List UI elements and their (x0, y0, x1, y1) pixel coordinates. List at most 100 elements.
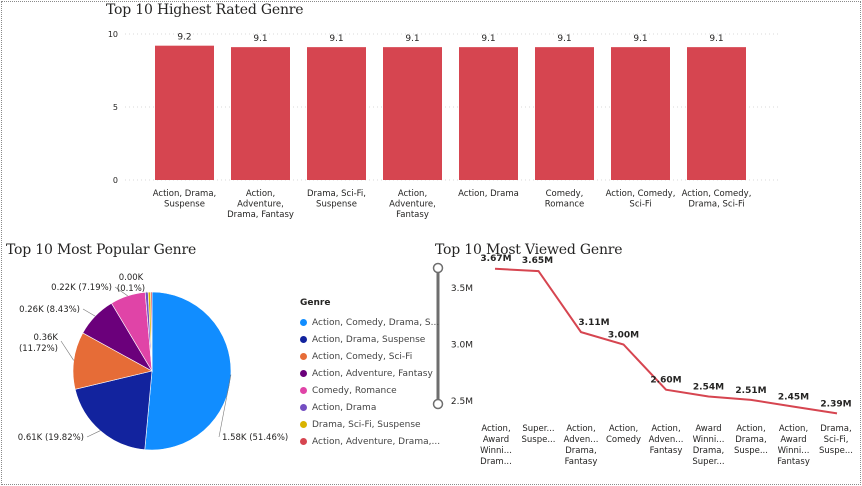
bar-data-label: 9.1 (405, 34, 419, 44)
most-viewed-title: Top 10 Most Viewed Genre (435, 242, 623, 258)
legend-dot-icon (300, 438, 307, 445)
line-category-label: Action, (779, 424, 808, 434)
bar-category-label: Action, Comedy, (606, 189, 676, 199)
bar-5 (459, 47, 518, 180)
line-category-label: Super... (692, 457, 724, 467)
legend-item[interactable]: Drama, Sci-Fi, Suspense (300, 416, 440, 433)
legend-item-label: Drama, Sci-Fi, Suspense (312, 419, 421, 430)
legend-item-label: Action, Adventure, Fantasy (312, 368, 433, 379)
pie-data-label: 0.00K (119, 273, 144, 283)
legend-item[interactable]: Action, Drama (300, 399, 440, 416)
bar-4 (383, 47, 442, 180)
pie-leader-line (60, 340, 74, 361)
bar-category-label: Comedy, (546, 189, 584, 199)
line-category-label: Action, (651, 424, 680, 434)
bar-y-tick-label: 10 (108, 30, 118, 39)
line-category-label: Drama, (820, 424, 851, 434)
bar-category-label: Drama, Fantasy (227, 210, 294, 220)
line-category-label: Action, (566, 424, 595, 434)
legend-item-label: Action, Drama (312, 402, 377, 413)
bar-3 (307, 47, 366, 180)
bar-category-label: Sci-Fi (629, 200, 651, 210)
pie-data-label: 0.22K (7.19%) (51, 283, 112, 293)
legend-item[interactable]: Action, Comedy, Drama, S... (300, 314, 440, 331)
bar-data-label: 9.1 (557, 34, 571, 44)
legend-item[interactable]: Action, Adventure, Fantasy (300, 365, 440, 382)
line-category-label: Comedy (606, 435, 641, 445)
zoom-slider-top-handle[interactable] (432, 262, 444, 274)
bar-category-label: Action, Drama (458, 189, 519, 199)
bar-data-label: 9.1 (253, 34, 267, 44)
legend-item-label: Action, Drama, Suspense (312, 334, 426, 345)
line-y-tick-label: 3.5M (451, 284, 473, 294)
bar-category-label: Adventure, (237, 200, 284, 210)
bar-data-label: 9.1 (633, 34, 647, 44)
legend-item[interactable]: Comedy, Romance (300, 382, 440, 399)
line-series (494, 267, 838, 415)
bar-category-label: Fantasy (396, 210, 429, 220)
legend-item-label: Action, Adventure, Drama,... (312, 436, 441, 447)
line-category-label: Action, (736, 424, 765, 434)
line-data-label: 2.45M (778, 393, 809, 403)
bar-category-label: Romance (545, 200, 585, 210)
bar-category-label: Suspense (164, 200, 205, 210)
bar-category-label: Drama, Sci-Fi, (307, 189, 366, 199)
pie-data-label: 0.36K (34, 333, 59, 343)
line-category-label: Fantasy (565, 457, 598, 467)
bar-data-label: 9.2 (177, 33, 191, 43)
line-category-label: Action, (481, 424, 510, 434)
legend-dot-icon (300, 319, 307, 326)
top-rated-title: Top 10 Highest Rated Genre (106, 2, 304, 18)
legend-dot-icon (300, 336, 307, 343)
legend-item[interactable]: Action, Adventure, Drama,... (300, 433, 440, 450)
bar-category-label: Suspense (316, 200, 357, 210)
line-category-label: Award (695, 424, 721, 434)
pie-leader-line (82, 308, 96, 317)
line-category-label: Drama, (735, 435, 766, 445)
line-data-label: 3.67M (480, 254, 511, 264)
line-category-label: Winni... (480, 446, 512, 456)
legend-dot-icon (300, 353, 307, 360)
bar-category-label: Drama, Sci-Fi (688, 200, 744, 210)
zoom-slider-bottom-handle[interactable] (432, 398, 444, 410)
pie-leader-line (218, 374, 232, 438)
legend-items: Action, Comedy, Drama, S... Action, Drama… (300, 314, 440, 450)
line-category-label: Suspe... (522, 435, 556, 445)
pie-data-label: 0.61K (19.82%) (18, 433, 84, 443)
line-category-label: Dram... (480, 457, 512, 467)
pie-data-label: (11.72%) (19, 344, 58, 354)
legend-item[interactable]: Action, Comedy, Sci-Fi (300, 348, 440, 365)
bar-data-label: 9.1 (481, 34, 495, 44)
pie-data-label: 1.58K (51.46%) (222, 433, 288, 443)
line-y-tick-label: 3.0M (451, 341, 473, 351)
bar-7 (611, 47, 670, 180)
bar-category-label: Adventure, (389, 200, 436, 210)
line-data-label: 2.60M (650, 376, 681, 386)
bar-category-label: Action, Drama, (153, 189, 216, 199)
line-category-label: Award (483, 435, 509, 445)
line-data-label: 2.51M (735, 386, 766, 396)
line-y-tick-label: 2.5M (451, 397, 473, 407)
legend-item[interactable]: Action, Drama, Suspense (300, 331, 440, 348)
line-data-label: 2.39M (820, 399, 851, 409)
bar-6 (535, 47, 594, 180)
legend-dot-icon (300, 387, 307, 394)
line-data-label: 3.00M (608, 331, 639, 341)
pie-leader-line (86, 430, 101, 438)
line-category-label: Drama, (565, 446, 596, 456)
bar-data-label: 9.1 (709, 34, 723, 44)
line-data-label: 3.65M (522, 256, 553, 266)
line-data-label: 3.11M (578, 318, 609, 328)
bar-y-tick-label: 5 (113, 103, 118, 112)
legend-dot-icon (300, 370, 307, 377)
line-category-label: Suspe... (734, 446, 768, 456)
line-category-label: Drama, (693, 446, 724, 456)
bar-8 (687, 47, 746, 180)
pie-data-label: 0.26K (8.43%) (19, 305, 80, 315)
bar-data-label: 9.1 (329, 34, 343, 44)
pie-slice-8 (150, 291, 153, 372)
